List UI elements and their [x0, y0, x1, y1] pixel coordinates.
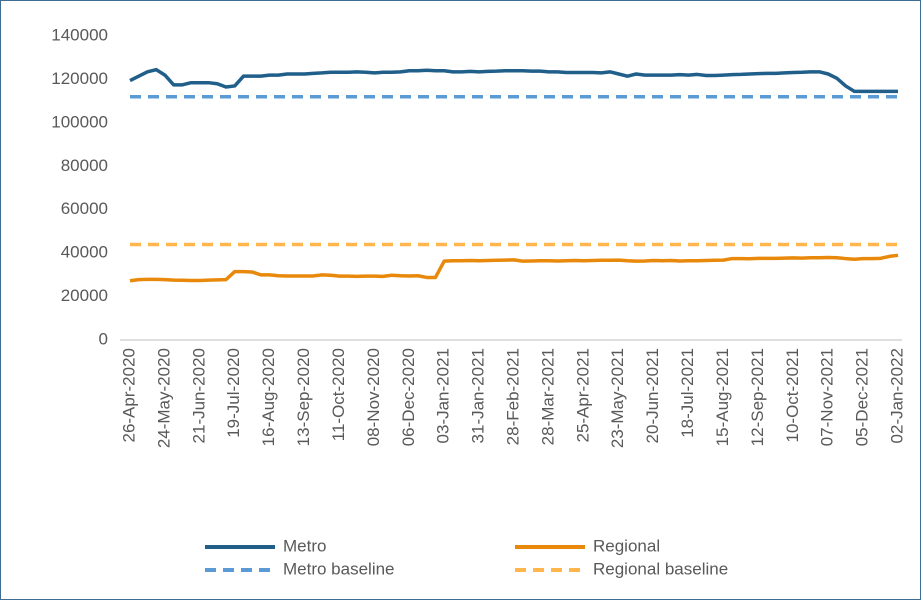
series-line: [129, 67, 898, 94]
y-tick-label: 0: [99, 329, 108, 348]
y-tick-label: 80000: [61, 156, 108, 175]
legend-label: Regional: [593, 536, 660, 555]
x-tick-label: 31-Jan-2021: [469, 348, 488, 443]
y-tick-label: 20000: [61, 286, 108, 305]
y-tick-label: 40000: [61, 243, 108, 262]
y-tick-label: 100000: [51, 112, 108, 131]
legend-label: Metro baseline: [283, 559, 395, 578]
x-tick-label: 15-Aug-2021: [713, 348, 732, 446]
x-tick-label: 16-Aug-2020: [259, 348, 278, 446]
series-line: [129, 253, 899, 283]
y-tick-label: 140000: [51, 25, 108, 44]
legend-label: Regional baseline: [593, 559, 728, 578]
x-tick-label: 13-Sep-2020: [294, 348, 313, 446]
x-tick-label: 07-Nov-2021: [818, 348, 837, 446]
y-tick-label: 60000: [61, 199, 108, 218]
x-tick-label: 02-Jan-2022: [887, 348, 906, 443]
x-tick-label: 11-Oct-2020: [329, 348, 348, 441]
x-tick-label: 23-May-2021: [608, 348, 627, 448]
legend-label: Metro: [283, 536, 326, 555]
y-tick-label: 120000: [51, 69, 108, 88]
x-tick-label: 19-Jul-2020: [224, 348, 243, 438]
x-tick-label: 10-Oct-2021: [783, 348, 802, 443]
x-tick-label: 06-Dec-2020: [399, 348, 418, 446]
x-tick-label: 26-Apr-2020: [119, 348, 138, 443]
x-tick-label: 05-Dec-2021: [853, 348, 872, 446]
x-tick-label: 28-Feb-2021: [503, 348, 522, 445]
x-tick-label: 24-May-2020: [154, 348, 173, 448]
x-tick-label: 28-Mar-2021: [538, 348, 557, 445]
x-tick-label: 18-Jul-2021: [678, 348, 697, 438]
x-tick-label: 21-Jun-2020: [189, 348, 208, 443]
x-tick-label: 25-Apr-2021: [573, 348, 592, 443]
x-tick-label: 03-Jan-2021: [434, 348, 453, 443]
x-tick-label: 08-Nov-2020: [364, 348, 383, 446]
x-tick-label: 12-Sep-2021: [748, 348, 767, 446]
x-tick-label: 20-Jun-2021: [643, 348, 662, 443]
